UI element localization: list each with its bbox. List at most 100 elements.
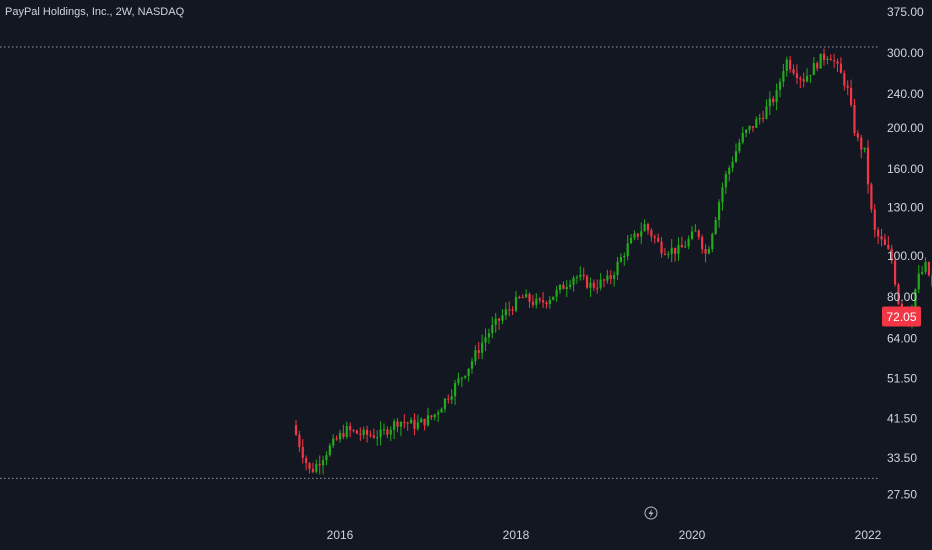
candle <box>345 421 348 440</box>
candle-body <box>528 294 531 302</box>
candle-body <box>592 282 595 288</box>
candle-body <box>423 418 426 426</box>
candle <box>633 230 636 241</box>
candle-body <box>389 429 392 435</box>
candle <box>460 376 463 387</box>
candle-body <box>623 255 626 258</box>
candle-body <box>690 231 694 239</box>
candle-body <box>785 59 788 72</box>
candle-body <box>792 69 795 74</box>
candle <box>653 234 656 244</box>
candle-body <box>809 75 812 77</box>
candle-body <box>386 429 389 435</box>
candle <box>728 165 731 182</box>
candle <box>464 375 467 380</box>
candle-body <box>487 333 491 338</box>
candle-body <box>714 219 717 235</box>
candle-body <box>741 132 744 143</box>
candle-body <box>914 289 917 311</box>
candle-body <box>565 286 568 290</box>
time-axis[interactable]: 2016201820202022202420262028 <box>327 528 932 542</box>
candle-body <box>504 309 507 316</box>
candle-body <box>518 297 521 299</box>
price-axis[interactable]: 375.00 300.00 240.00 200.00 160.00 130.00 100.… <box>887 5 924 502</box>
candle <box>487 328 491 344</box>
candle-body <box>633 233 636 238</box>
candle-body <box>579 274 582 278</box>
candle-body <box>921 271 924 274</box>
candle <box>799 75 802 89</box>
candle <box>342 424 345 440</box>
candle <box>321 456 325 475</box>
lightning-icon[interactable] <box>644 506 658 520</box>
candle <box>812 57 815 76</box>
candle-body <box>805 75 809 82</box>
candle <box>416 414 419 431</box>
candle-body <box>318 463 321 466</box>
candle-body <box>453 383 457 397</box>
candle-body <box>768 98 771 107</box>
candle-body <box>474 350 477 362</box>
candle <box>924 257 927 275</box>
candle <box>670 239 673 263</box>
candle <box>470 357 474 374</box>
candle-body <box>738 142 741 152</box>
candle-body <box>420 418 423 423</box>
candle-body <box>426 415 430 426</box>
candle-body <box>311 468 315 472</box>
candle-body <box>684 246 687 248</box>
candle-body <box>724 174 727 188</box>
y-tick-label: 240.00 <box>887 87 924 101</box>
candle-body <box>338 433 342 440</box>
candle-body <box>640 231 643 237</box>
candle <box>758 113 761 125</box>
candle-body <box>802 79 805 82</box>
candle <box>866 140 870 194</box>
candle <box>707 245 711 255</box>
candle-body <box>663 253 667 255</box>
candle-body <box>772 98 775 102</box>
candle <box>389 426 392 442</box>
candle-body <box>430 415 433 418</box>
candle-body <box>325 455 328 461</box>
candle-body <box>558 284 562 290</box>
candle <box>805 68 809 83</box>
candle <box>667 251 670 259</box>
candle <box>816 61 819 72</box>
candle-body <box>379 429 382 438</box>
last-price-tag: 72.05 <box>882 306 921 327</box>
candle-body <box>873 209 876 230</box>
candles <box>294 48 932 475</box>
candle-body <box>745 129 748 133</box>
candle <box>403 414 406 429</box>
candle-body <box>816 62 819 69</box>
candle-body <box>673 247 677 254</box>
candle <box>684 240 687 248</box>
candle-body <box>812 62 815 76</box>
candle <box>565 280 568 298</box>
candle-body <box>467 368 470 376</box>
candle <box>359 427 362 442</box>
candle-body <box>822 53 826 60</box>
candle <box>555 285 558 302</box>
candle-body <box>924 262 927 272</box>
candle <box>643 219 646 232</box>
candle-body <box>399 422 403 427</box>
candle <box>761 110 765 123</box>
candle-body <box>843 73 846 86</box>
candle-body <box>765 106 768 119</box>
candle-body <box>717 202 721 220</box>
candle-body <box>616 261 619 276</box>
candle <box>501 309 504 325</box>
candle <box>396 418 399 433</box>
candle <box>870 182 873 213</box>
candle <box>413 413 416 436</box>
candle-body <box>545 302 548 304</box>
candle <box>660 237 663 258</box>
candle <box>575 275 579 284</box>
candle <box>548 296 551 309</box>
candle-body <box>494 318 497 325</box>
candle <box>714 216 717 235</box>
candle <box>311 462 315 474</box>
